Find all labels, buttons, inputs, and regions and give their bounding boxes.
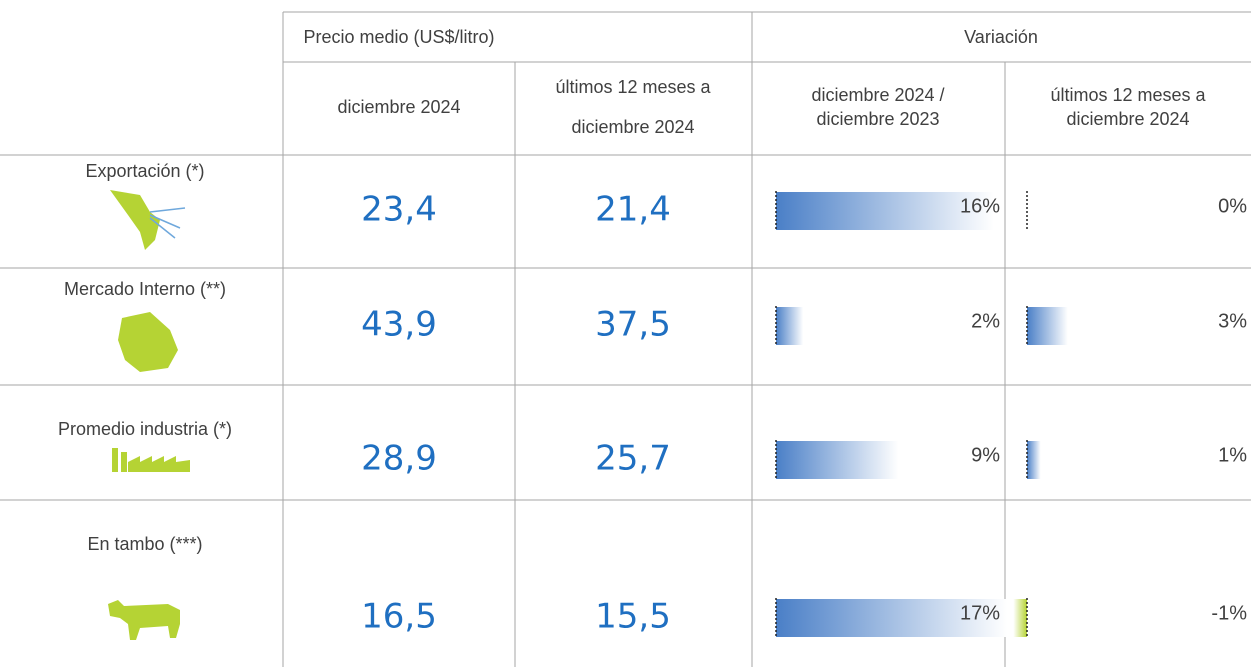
data-bar: [1013, 599, 1027, 637]
variation-label: 2%: [971, 310, 1000, 332]
data-bar: [1027, 307, 1068, 345]
row-label: Promedio industria (*): [58, 419, 232, 439]
price-value: 16,5: [361, 597, 437, 637]
price-value: 25,7: [595, 439, 671, 479]
price-value: 37,5: [595, 305, 671, 345]
data-bar: [776, 192, 994, 230]
row-label: Mercado Interno (**): [64, 279, 226, 299]
variation-label: 9%: [971, 444, 1000, 466]
variation-label: 0%: [1218, 195, 1247, 217]
column-header: diciembre 2023: [816, 109, 939, 129]
variation-label: -1%: [1211, 602, 1247, 624]
price-value: 21,4: [595, 190, 671, 230]
icon-cow: [108, 600, 180, 640]
group-header: Precio medio (US$/litro): [303, 27, 494, 47]
column-header: últimos 12 meses a: [1050, 85, 1206, 105]
price-value: 15,5: [595, 597, 671, 637]
icon-map: [110, 190, 186, 250]
data-bar: [1027, 441, 1041, 479]
price-value: 28,9: [361, 439, 437, 479]
variation-label: 3%: [1218, 310, 1247, 332]
variation-label: 17%: [960, 602, 1000, 624]
column-header: últimos 12 meses a: [555, 77, 711, 97]
column-header: diciembre 2024: [337, 97, 460, 117]
row-label: Exportación (*): [85, 161, 204, 181]
price-value: 43,9: [361, 305, 437, 345]
data-bar: [776, 441, 899, 479]
variation-label: 1%: [1218, 444, 1247, 466]
row-label: En tambo (***): [87, 534, 202, 554]
table-grid: [0, 11, 1251, 667]
group-header: Variación: [964, 27, 1038, 47]
column-header: diciembre 2024: [1066, 109, 1189, 129]
icon-uruguay: [118, 312, 178, 372]
data-bar: [776, 599, 1008, 637]
column-header: diciembre 2024 /: [811, 85, 944, 105]
price-value: 23,4: [361, 190, 437, 230]
icon-factory: [112, 448, 190, 472]
data-bar: [776, 307, 804, 345]
variation-label: 16%: [960, 195, 1000, 217]
column-header: diciembre 2024: [571, 117, 694, 137]
